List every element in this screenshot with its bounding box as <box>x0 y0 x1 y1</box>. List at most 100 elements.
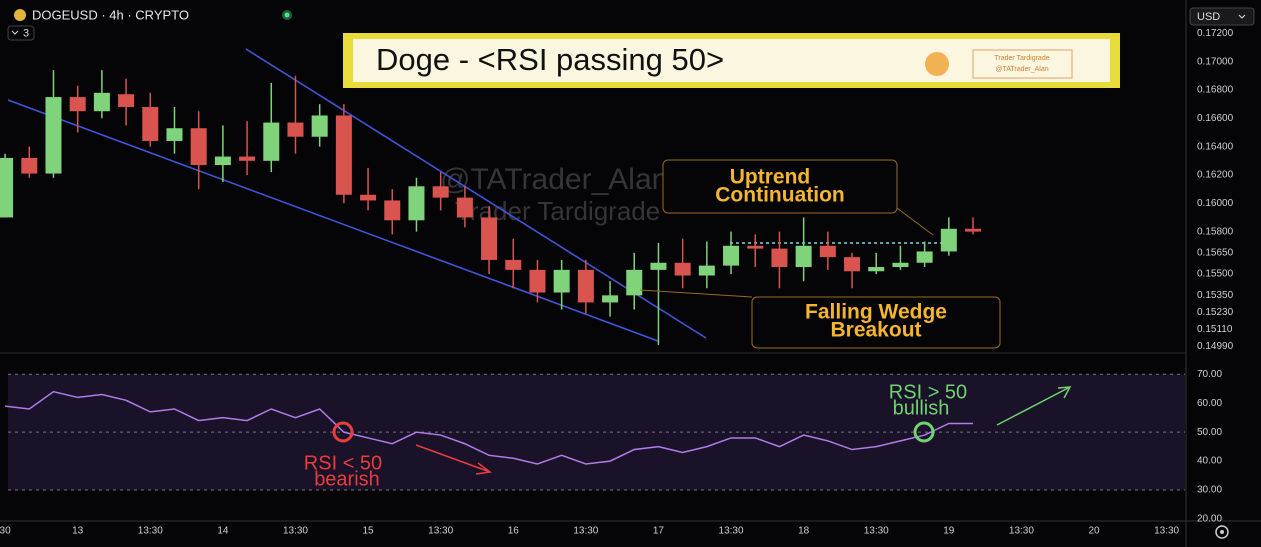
watermark: @TATrader_Alan <box>440 163 668 196</box>
candle-body <box>408 186 425 221</box>
x-tick-label: 14 <box>217 526 229 537</box>
x-tick-label: 15 <box>363 526 375 537</box>
candle-body <box>239 156 256 161</box>
annotation-box <box>662 159 898 214</box>
x-tick-label: 18 <box>798 526 810 537</box>
settings-icon[interactable] <box>1215 525 1229 539</box>
y-tick-label: 0.15230 <box>1197 307 1234 318</box>
candles <box>0 70 982 345</box>
y-tick-label: 0.17000 <box>1197 56 1234 67</box>
candle-body <box>432 186 449 198</box>
x-tick-label: 13:30 <box>283 526 308 537</box>
candle-body <box>311 115 328 137</box>
candle-body <box>650 262 667 270</box>
y-tick-label: 40.00 <box>1197 456 1222 467</box>
candle-body <box>795 245 812 268</box>
cross-marker <box>332 421 354 443</box>
candle-body <box>916 251 933 263</box>
candle-body <box>844 257 861 272</box>
y-tick-label: 60.00 <box>1197 398 1222 409</box>
y-tick-label: 70.00 <box>1197 369 1222 380</box>
candle-body <box>602 295 619 303</box>
candle-body <box>287 122 304 137</box>
candle-body <box>747 245 764 249</box>
candle-body <box>940 228 957 252</box>
badge-text: Trader Tardigrade <box>994 55 1049 62</box>
candle-body <box>384 200 401 221</box>
candle-body <box>118 94 135 107</box>
candle-body <box>69 97 86 112</box>
status-dot-inner <box>284 12 290 18</box>
annotation: Breakout <box>830 319 921 342</box>
x-tick-label: 13:30 <box>864 526 889 537</box>
wedge-lower-line <box>7 99 659 342</box>
x-tick-label: 13:30 <box>1154 526 1179 537</box>
candle-body <box>698 265 715 276</box>
currency: USD <box>1197 11 1220 23</box>
annotation: Continuation <box>715 184 844 207</box>
x-tick-label: 20 <box>1088 526 1100 537</box>
candle-body <box>335 115 352 195</box>
annotation: RSI < 50 <box>304 452 382 474</box>
indicator-count: 3 <box>23 27 29 39</box>
candle-body <box>819 245 836 258</box>
candle-body <box>166 128 183 141</box>
candle-body <box>481 217 498 260</box>
title-box <box>353 39 1110 82</box>
y-tick-label: 0.15800 <box>1197 226 1234 237</box>
candle-body <box>965 228 982 232</box>
x-tick-label: 19 <box>943 526 955 537</box>
x-tick-label: 13:30 <box>1009 526 1034 537</box>
y-tick-label: 0.15500 <box>1197 269 1234 280</box>
candle-body <box>0 157 14 218</box>
y-tick-label: 0.15650 <box>1197 247 1234 258</box>
annotation: Uptrend <box>730 166 811 189</box>
rsi-band-layer <box>8 373 1185 491</box>
currency-button[interactable] <box>1189 7 1255 26</box>
x-tick-label: 16 <box>508 526 520 537</box>
x-tick-label: 13:30 <box>719 526 744 537</box>
bullish-arrow <box>996 386 1072 426</box>
x-tick-label: 13:30 <box>138 526 163 537</box>
y-tick-label: 50.00 <box>1197 427 1222 438</box>
candle-body <box>553 269 570 293</box>
candle-body <box>142 106 159 141</box>
x-tick-label: 13:30 <box>428 526 453 537</box>
x-tick-label: 13 <box>72 526 84 537</box>
candle-body <box>21 157 38 174</box>
y-tick-label: 0.15350 <box>1197 290 1234 301</box>
candle-body <box>723 245 740 266</box>
candle-body <box>456 197 473 218</box>
y-tick-label: 30.00 <box>1197 485 1222 496</box>
y-tick-label: 0.15110 <box>1197 324 1233 335</box>
annotation-box <box>751 296 1001 349</box>
candle-body <box>263 122 280 161</box>
rsi-layer <box>5 390 974 465</box>
y-tick-label: 0.16800 <box>1197 85 1234 96</box>
candle-body <box>868 267 885 272</box>
chevron <box>11 30 19 35</box>
chevron <box>1238 14 1246 19</box>
candle-body <box>529 269 546 293</box>
badge <box>972 49 1073 79</box>
candle-body <box>214 156 231 166</box>
rsi-line <box>5 390 974 465</box>
settings-icon-dot <box>1220 530 1224 534</box>
bearish-arrow <box>415 444 492 475</box>
candle-body <box>190 128 207 166</box>
connector <box>896 207 934 236</box>
x-tick-label: 30 <box>0 526 11 537</box>
symbol: DOGEUSD · 4h · CRYPTO <box>32 7 189 22</box>
y-tick-label: 0.16400 <box>1197 141 1234 152</box>
coin-icon <box>14 9 26 21</box>
logo <box>925 52 949 76</box>
annotation: bearish <box>314 468 380 490</box>
indicator-toggle[interactable] <box>7 25 35 41</box>
cross-marker <box>913 421 935 443</box>
candle-body <box>360 194 377 201</box>
y-tick-label: 0.17200 <box>1197 28 1234 39</box>
candle-body <box>674 262 691 276</box>
title: Doge - <RSI passing 50> <box>376 42 724 77</box>
badge-text: @TATrader_Alan <box>995 66 1048 73</box>
